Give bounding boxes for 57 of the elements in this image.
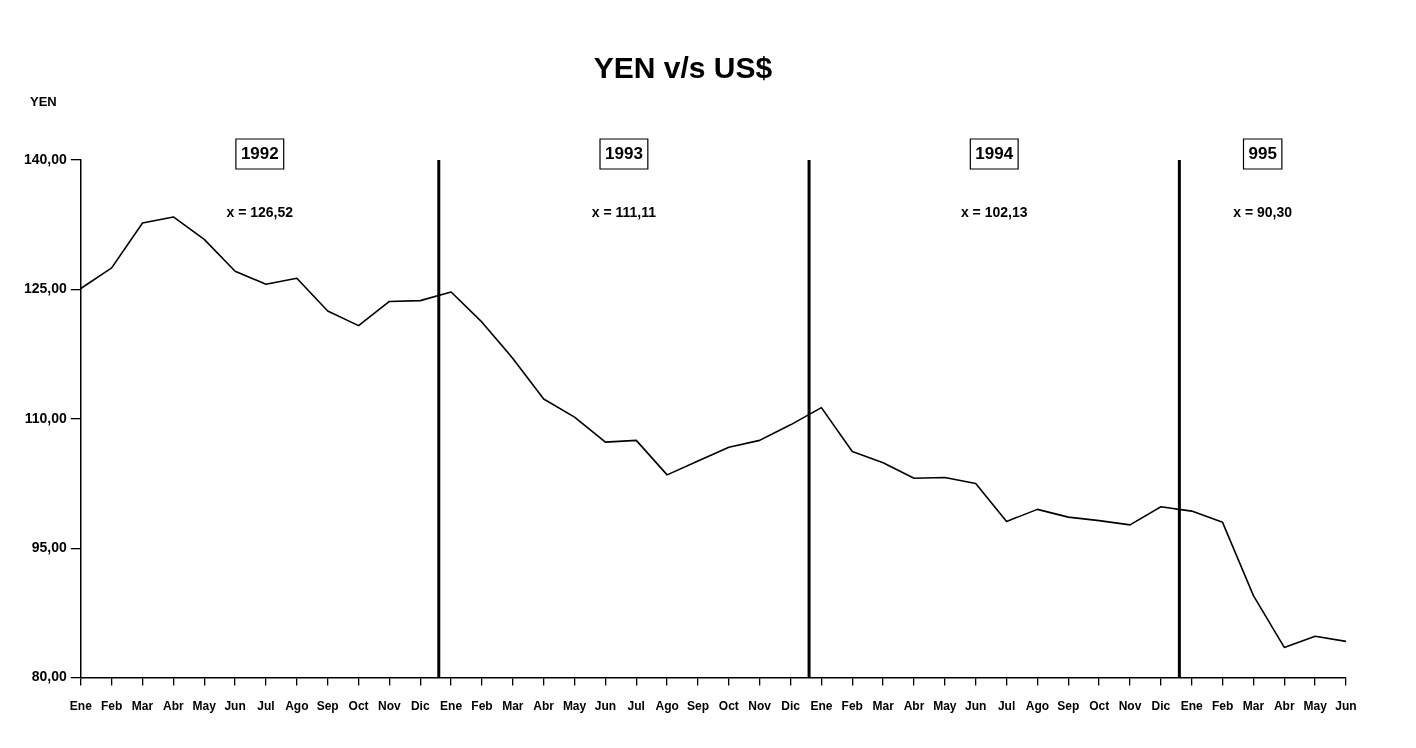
annotation: x = 111,11 [591, 203, 657, 220]
x-tick-label: Feb [471, 699, 493, 714]
x-tick-label: Dic [781, 699, 801, 714]
x-tick-label: Nov [378, 699, 402, 714]
x-tick-label: Ago [1025, 699, 1050, 714]
annotation: 1992 [240, 143, 279, 163]
x-tick-label: Mar [1242, 699, 1265, 714]
x-tick-label: May [562, 699, 587, 714]
x-tick-label: Jun [224, 699, 246, 714]
y-tick-label: 110,00 [24, 409, 68, 426]
x-tick-label: Jul [997, 699, 1016, 714]
x-tick-label: Ene [810, 699, 833, 714]
x-tick-label: Jun [594, 699, 617, 714]
y-axis-title: YEN [30, 93, 57, 109]
x-tick-label: Feb [101, 699, 123, 714]
x-tick-label: Sep [316, 699, 339, 714]
x-tick-label: Ene [69, 699, 93, 714]
x-tick-label: Mar [502, 699, 524, 714]
x-tick-label: Oct [348, 699, 369, 714]
chart-title: YEN v/s US$ [593, 51, 773, 85]
x-tick-label: Nov [1118, 699, 1142, 714]
annotation: x = 126,52 [226, 203, 294, 220]
x-tick-label: Sep [1057, 699, 1080, 714]
x-tick-label: Mar [872, 699, 895, 714]
x-tick-label: Mar [131, 699, 154, 714]
x-tick-label: Jul [627, 699, 645, 714]
x-tick-label: May [192, 699, 217, 714]
y-tick-label: 95,00 [31, 539, 68, 556]
x-tick-label: Abr [903, 699, 925, 714]
x-tick-label: Jul [257, 699, 275, 714]
annotation: 995 [1248, 143, 1277, 163]
x-tick-label: Jun [965, 699, 987, 714]
x-tick-label: Abr [163, 699, 185, 714]
x-tick-label: Ago [655, 699, 679, 714]
annotation: 1993 [605, 143, 643, 163]
y-tick-label: 125,00 [23, 280, 68, 297]
x-tick-label: Feb [1211, 699, 1234, 714]
x-tick-label: May [1303, 699, 1328, 714]
x-tick-label: Jun [1335, 699, 1357, 714]
x-tick-label: Sep [686, 699, 709, 714]
annotation: x = 90,30 [1233, 203, 1293, 220]
x-tick-label: Abr [533, 699, 555, 714]
x-tick-label: Ago [285, 699, 309, 714]
x-tick-label: Abr [1273, 699, 1295, 714]
x-tick-label: Oct [718, 699, 739, 714]
x-tick-label: Ene [440, 699, 463, 714]
y-tick-label: 80,00 [31, 668, 68, 685]
x-tick-label: Oct [1089, 699, 1110, 714]
x-tick-label: Nov [748, 699, 772, 714]
x-tick-label: May [933, 699, 957, 714]
annotation: 1994 [975, 143, 1014, 163]
x-tick-label: Dic [1151, 699, 1171, 714]
x-tick-label: Feb [841, 699, 863, 714]
y-tick-label: 140,00 [23, 150, 68, 167]
annotation: x = 102,13 [960, 203, 1028, 220]
x-tick-label: Ene [1180, 699, 1204, 714]
x-tick-label: Dic [410, 699, 430, 714]
